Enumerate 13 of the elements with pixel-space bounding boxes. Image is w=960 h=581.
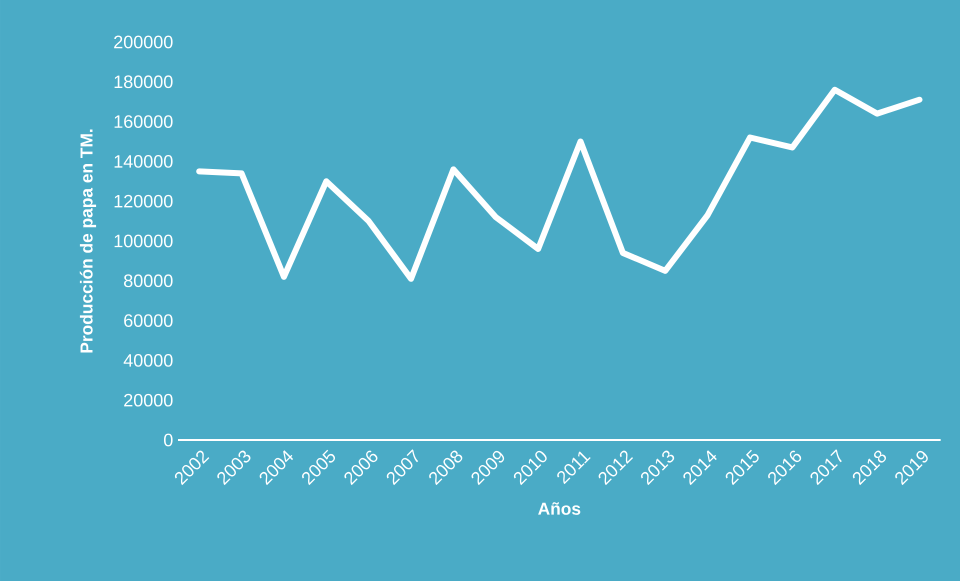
y-tick-label: 40000 [124, 354, 173, 367]
y-tick-label: 20000 [124, 394, 173, 407]
y-tick-label: 180000 [114, 75, 173, 88]
y-tick-label: 80000 [124, 274, 173, 288]
y-tick-label: 60000 [124, 314, 173, 327]
y-axis-title: Producción de papa en TM. [80, 130, 96, 353]
y-tick-label: 160000 [114, 115, 173, 128]
y-tick-label: 120000 [114, 194, 173, 208]
y-tick-label: 200000 [114, 36, 173, 48]
x-axis-title: Años [538, 502, 580, 515]
y-tick-label: 140000 [114, 155, 173, 168]
y-tick-label: 100000 [114, 234, 173, 248]
y-tick-label: 0 [164, 434, 173, 446]
